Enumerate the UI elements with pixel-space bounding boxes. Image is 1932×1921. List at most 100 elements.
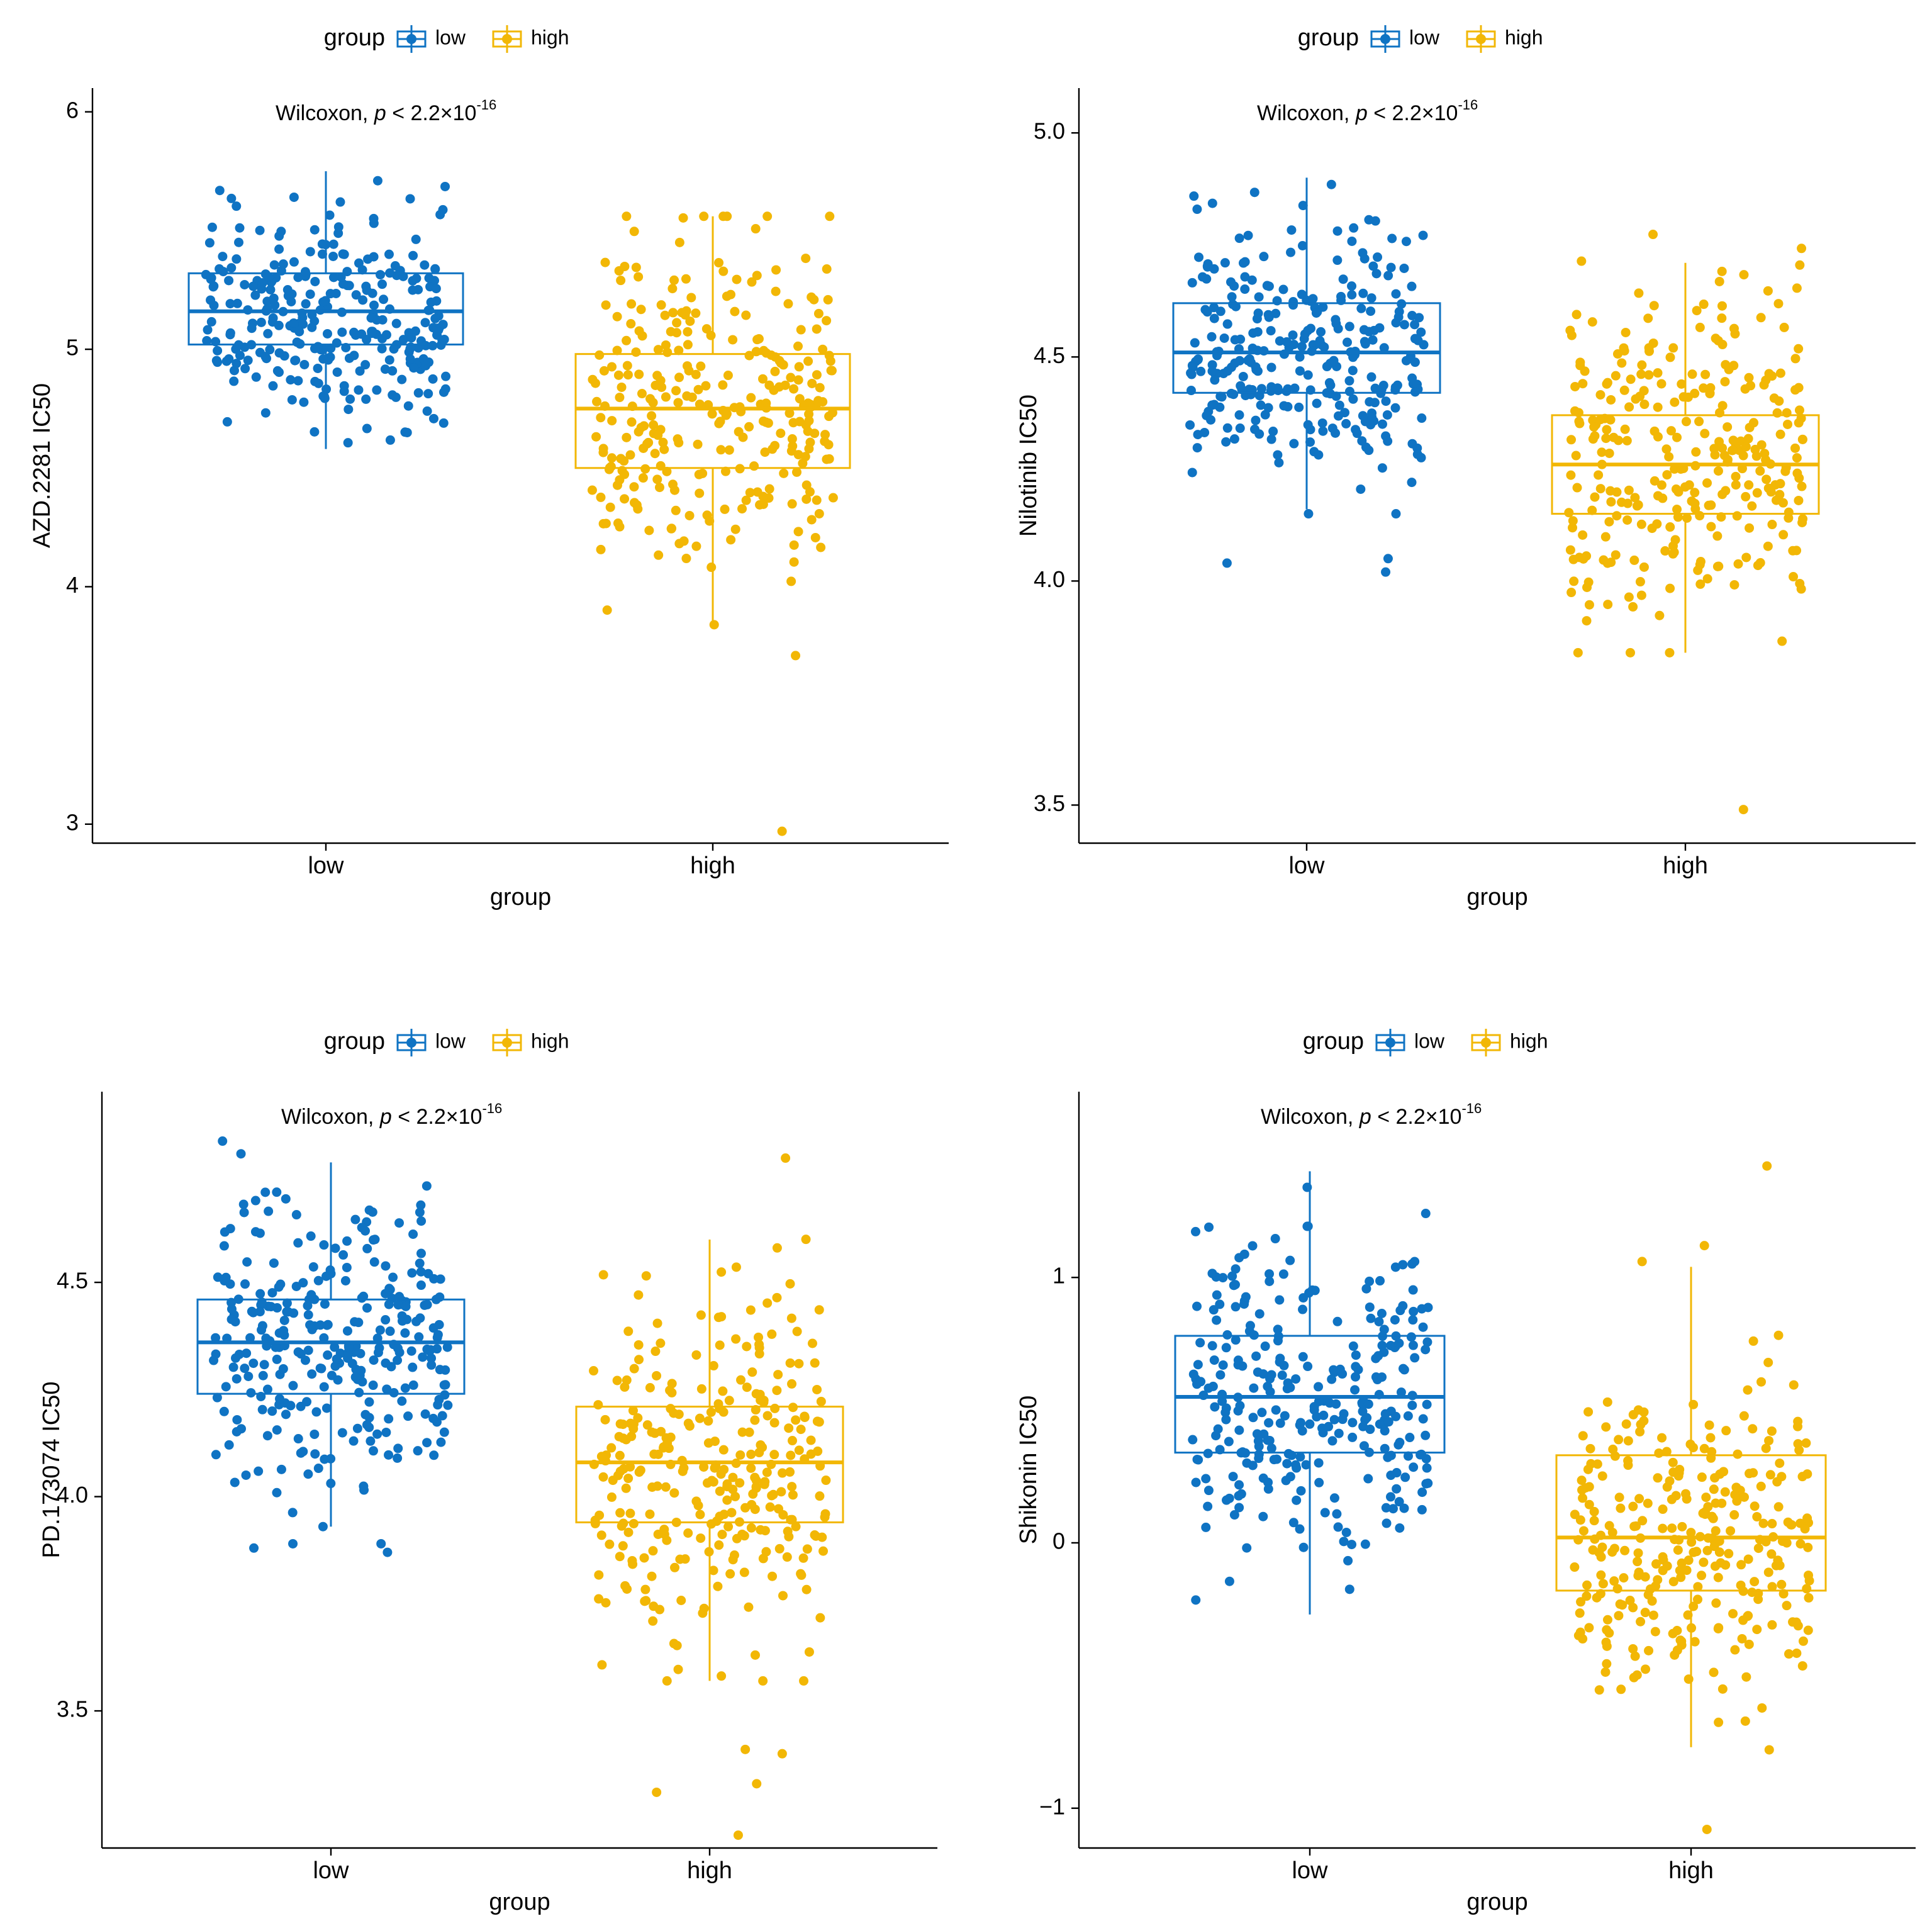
- data-point: [1744, 372, 1754, 383]
- data-point: [1380, 1426, 1390, 1436]
- data-point: [350, 1214, 360, 1224]
- data-point: [1695, 322, 1705, 332]
- data-point: [320, 393, 330, 403]
- data-point: [1218, 1360, 1228, 1370]
- data-point: [1338, 274, 1348, 284]
- data-point: [1665, 1476, 1675, 1486]
- data-point: [1660, 546, 1670, 556]
- data-point: [1670, 535, 1680, 545]
- data-point: [715, 1340, 725, 1350]
- data-point: [748, 1489, 758, 1499]
- data-point: [1240, 272, 1250, 282]
- data-point: [421, 340, 431, 350]
- data-point: [1423, 1478, 1433, 1488]
- data-point: [272, 1487, 282, 1498]
- data-point: [1281, 337, 1292, 347]
- data-point: [272, 1354, 282, 1364]
- data-point: [1332, 255, 1343, 266]
- data-point: [607, 416, 617, 426]
- data-point: [1303, 420, 1313, 430]
- data-point: [1596, 1570, 1606, 1580]
- data-point: [1399, 263, 1409, 273]
- data-point: [1263, 403, 1273, 413]
- data-point: [1283, 1448, 1293, 1459]
- data-point: [699, 211, 709, 221]
- data-point: [1377, 419, 1387, 429]
- data-point: [1189, 191, 1199, 201]
- data-point: [813, 396, 824, 406]
- legend: group low high: [1303, 1028, 1548, 1056]
- data-point: [218, 1136, 228, 1146]
- data-point: [724, 1396, 734, 1406]
- data-point: [770, 1403, 780, 1413]
- data-point: [726, 535, 736, 545]
- legend-key-low[interactable]: [396, 25, 427, 53]
- data-point: [1344, 386, 1354, 396]
- data-point: [1564, 508, 1574, 518]
- data-point: [1220, 258, 1230, 268]
- data-point: [1699, 300, 1709, 310]
- data-point: [757, 1442, 768, 1452]
- legend-key-high[interactable]: [1466, 25, 1496, 53]
- data-point: [1207, 1269, 1217, 1279]
- legend-key-high[interactable]: [1471, 1029, 1501, 1056]
- data-point: [1762, 474, 1772, 484]
- data-point: [1421, 1430, 1431, 1440]
- data-point: [1257, 1408, 1267, 1418]
- data-point: [621, 1483, 631, 1493]
- data-point: [336, 272, 346, 282]
- data-point: [1709, 1667, 1719, 1677]
- annotation-test: Wilcoxon,: [1257, 101, 1356, 125]
- legend-key-low[interactable]: [1375, 1029, 1405, 1056]
- annotation-p-symbol: p: [1355, 101, 1368, 125]
- legend-key-low[interactable]: [1370, 25, 1400, 53]
- data-point: [728, 1484, 738, 1494]
- legend-key-low[interactable]: [396, 1029, 427, 1056]
- data-point: [394, 1347, 405, 1357]
- data-point: [666, 524, 676, 534]
- data-point: [428, 1413, 438, 1423]
- data-point: [628, 1424, 639, 1434]
- data-point: [1623, 1436, 1633, 1446]
- data-point: [754, 1340, 764, 1350]
- data-point: [426, 1345, 436, 1355]
- data-point: [1664, 452, 1674, 462]
- data-point: [1270, 1234, 1280, 1244]
- data-point: [745, 1305, 756, 1315]
- data-point: [317, 239, 327, 249]
- data-point: [337, 1428, 347, 1438]
- data-point: [1694, 417, 1704, 427]
- data-point: [783, 299, 793, 309]
- legend-key-high[interactable]: [492, 25, 522, 53]
- data-point: [1373, 1351, 1383, 1361]
- data-point: [754, 1332, 764, 1342]
- data-point: [1709, 1484, 1719, 1494]
- data-point: [716, 445, 726, 455]
- data-point: [1711, 333, 1721, 344]
- data-point: [1615, 1599, 1625, 1609]
- data-point: [673, 398, 683, 408]
- data-point: [232, 359, 242, 369]
- data-point: [1342, 337, 1352, 347]
- data-point: [1657, 1433, 1667, 1443]
- legend-key-high[interactable]: [492, 1029, 522, 1056]
- data-point: [257, 1325, 267, 1335]
- data-point: [648, 398, 658, 408]
- data-point: [274, 367, 284, 378]
- data-point: [671, 386, 681, 396]
- data-point: [1752, 488, 1762, 498]
- data-point: [752, 271, 762, 281]
- data-point: [440, 1390, 450, 1400]
- data-point: [653, 430, 663, 440]
- data-point: [1597, 1471, 1607, 1481]
- data-point: [1739, 270, 1749, 280]
- x-tick-label-high: high: [687, 1857, 732, 1884]
- data-point: [771, 286, 781, 296]
- data-point: [602, 605, 612, 615]
- data-point: [230, 1477, 240, 1487]
- data-point: [431, 284, 441, 294]
- data-point: [1240, 284, 1250, 294]
- data-point: [1759, 380, 1769, 390]
- data-point: [1687, 369, 1697, 379]
- data-point: [1377, 463, 1387, 473]
